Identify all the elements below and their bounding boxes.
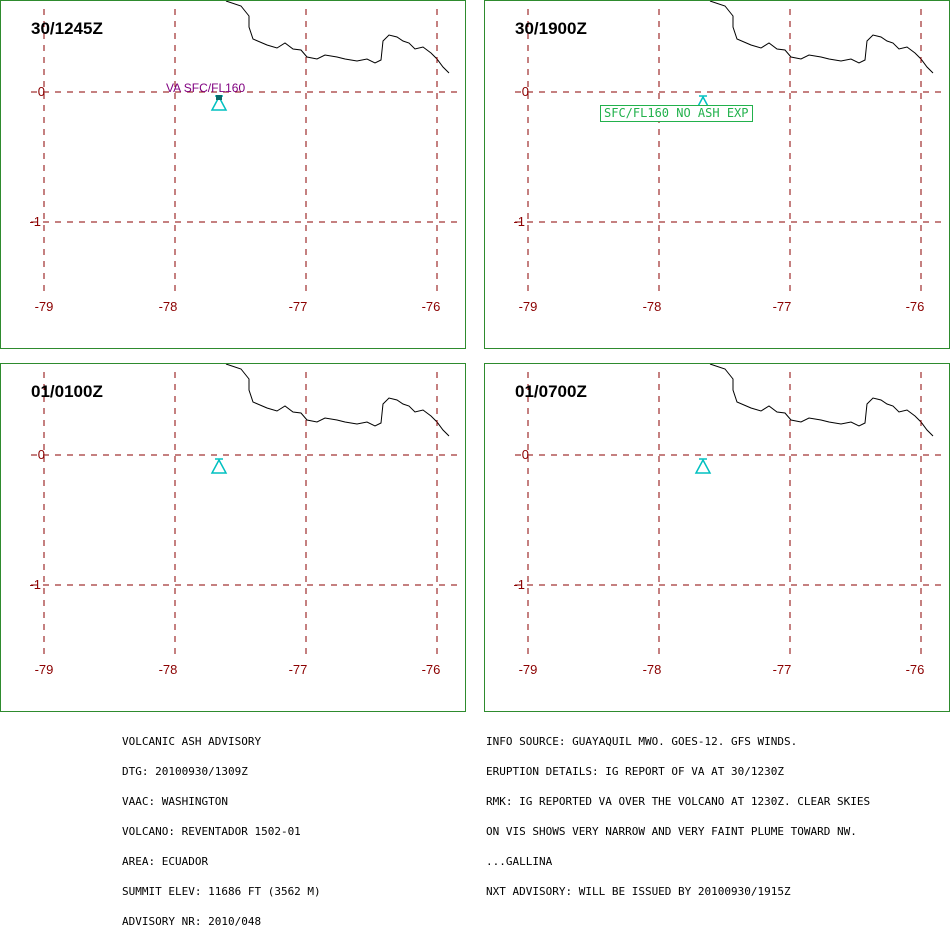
coastline — [225, 364, 450, 437]
footer-line: ON VIS SHOWS VERY NARROW AND VERY FAINT … — [486, 825, 857, 838]
longitude-tick-label: -77 — [289, 662, 308, 677]
volcano-triangle-icon — [694, 458, 712, 474]
ash-forecast-label: SFC/FL160 NO ASH EXP — [600, 105, 753, 122]
longitude-tick-label: -79 — [35, 299, 54, 314]
map-panel-3: 0 -1 -79 -78 -77 -76 01/0100Z — [0, 363, 466, 712]
footer-line: VOLCANO: REVENTADOR 1502-01 — [122, 825, 301, 838]
latitude-tick-label: -1 — [29, 577, 41, 592]
map-panel-2: 0 -1 -79 -78 -77 -76 30/1900Z SFC/FL160 NO AS… — [484, 0, 950, 349]
panel-title: 30/1900Z — [515, 19, 587, 38]
latitude-tick-label: 0 — [38, 447, 45, 462]
longitude-tick-label: -78 — [159, 662, 178, 677]
volcano-triangle-icon — [210, 458, 228, 474]
panel-title: 01/0100Z — [31, 382, 103, 401]
map-panel-1: 0 -1 -79 -78 -77 -76 VA SFC/FL160 30/1245Z — [0, 0, 466, 349]
footer-line: AREA: ECUADOR — [122, 855, 209, 868]
footer-line: VAAC: WASHINGTON — [122, 795, 228, 808]
coastline — [709, 1, 934, 74]
footer-line: INFO SOURCE: GUAYAQUIL MWO. GOES-12. GFS… — [486, 735, 798, 748]
longitude-tick-label: -79 — [519, 299, 538, 314]
longitude-tick-label: -77 — [289, 299, 308, 314]
longitude-tick-label: -77 — [773, 299, 792, 314]
coastline — [225, 1, 450, 74]
longitude-tick-label: -76 — [906, 299, 925, 314]
longitude-tick-label: -76 — [422, 662, 441, 677]
longitude-tick-label: -76 — [422, 299, 441, 314]
footer-line: RMK: IG REPORTED VA OVER THE VOLCANO AT … — [486, 795, 871, 808]
map-canvas-2: 0 -1 -79 -78 -77 -76 — [513, 1, 943, 314]
longitude-tick-label: -78 — [643, 299, 662, 314]
panel-title: 01/0700Z — [515, 382, 587, 401]
advisory-header-text: VOLCANIC ASH ADVISORY DTG: 20100930/1309… — [122, 717, 321, 937]
longitude-tick-label: -79 — [35, 662, 54, 677]
footer-line: VOLCANIC ASH ADVISORY — [122, 735, 262, 748]
map-canvas-3: 0 -1 -79 -78 -77 -76 — [29, 364, 459, 677]
longitude-tick-label: -79 — [519, 662, 538, 677]
map-panel-4: 0 -1 -79 -78 -77 -76 01/0700Z — [484, 363, 950, 712]
latitude-tick-label: -1 — [29, 214, 41, 229]
longitude-tick-label: -78 — [643, 662, 662, 677]
footer-line: SUMMIT ELEV: 11686 FT (3562 M) — [122, 885, 321, 898]
map-canvas-4: 0 -1 -79 -78 -77 -76 — [513, 364, 943, 677]
longitude-tick-label: -78 — [159, 299, 178, 314]
ash-area-marker — [216, 95, 222, 100]
longitude-tick-label: -77 — [773, 662, 792, 677]
latitude-tick-label: -1 — [513, 214, 525, 229]
latitude-tick-label: 0 — [38, 84, 45, 99]
footer-line: ERUPTION DETAILS: IG REPORT OF VA AT 30/… — [486, 765, 785, 778]
latitude-tick-label: 0 — [522, 84, 529, 99]
footer-line: ...GALLINA — [486, 855, 553, 868]
footer-line: DTG: 20100930/1309Z — [122, 765, 248, 778]
footer-line: ADVISORY NR: 2010/048 — [122, 915, 262, 928]
footer-line: NXT ADVISORY: WILL BE ISSUED BY 20100930… — [486, 885, 791, 898]
coastline — [709, 364, 934, 437]
latitude-tick-label: -1 — [513, 577, 525, 592]
latitude-tick-label: 0 — [522, 447, 529, 462]
advisory-remarks-text: INFO SOURCE: GUAYAQUIL MWO. GOES-12. GFS… — [486, 717, 870, 907]
map-canvas-1: 0 -1 -79 -78 -77 -76 VA SFC/FL160 — [29, 1, 459, 314]
longitude-tick-label: -76 — [906, 662, 925, 677]
ash-observation-label: VA SFC/FL160 — [166, 81, 245, 95]
panel-title: 30/1245Z — [31, 19, 103, 38]
